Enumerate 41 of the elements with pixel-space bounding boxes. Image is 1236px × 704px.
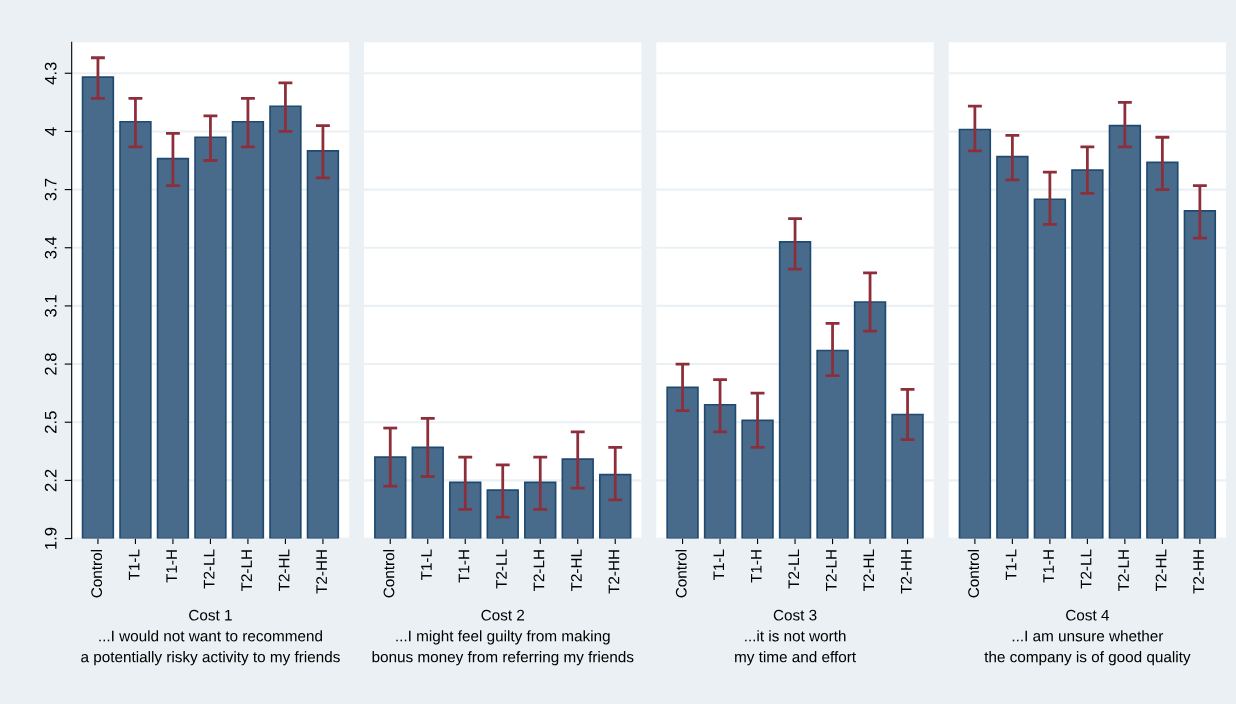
x-axis-title: Cost 1 ...I would not want to recommend a potentially risky activity to my friends xyxy=(81,609,340,666)
x-tick-label: T1-L xyxy=(128,549,140,581)
x-tick-label: T2-HH xyxy=(900,550,912,594)
x-tick-label: T2-HH xyxy=(608,550,620,594)
x-axis-title: Cost 3 ...it is not worth my time and effort xyxy=(735,609,856,666)
x-tick-label: Control xyxy=(675,550,687,598)
x-axis-title: Cost 4 ...I am unsure whether the company is of good quality xyxy=(984,609,1191,666)
y-tick-label: 2.8 xyxy=(44,353,57,375)
x-tick-label: T2-HL xyxy=(571,549,582,592)
y-tick-label: 4.3 xyxy=(44,62,57,85)
x-axis-title: Cost 2 ...I might feel guilty from making bonus money from referring my friends xyxy=(372,609,634,666)
x-tick-label: T2-LH xyxy=(1118,550,1129,592)
x-tick-label: T2-LL xyxy=(1080,549,1092,589)
x-tick-label: Control xyxy=(90,550,103,598)
y-tick-label: 1.9 xyxy=(44,527,57,549)
x-tick-label: T2-HL xyxy=(1155,549,1167,592)
x-tick-label: T1-H xyxy=(166,550,177,583)
y-tick-label: 4 xyxy=(44,127,57,136)
y-tick-label: 3.7 xyxy=(44,178,57,201)
y-tick-label: 3.4 xyxy=(44,236,57,259)
y-tick-label: 2.2 xyxy=(44,469,57,492)
x-tick-label: T1-L xyxy=(1005,549,1017,581)
x-tick-label: T2-LL xyxy=(496,549,507,589)
x-tick-label: T1-L xyxy=(713,549,725,581)
x-tick-label: T2-HL xyxy=(278,549,290,592)
x-tick-label: T2-LH xyxy=(825,550,837,592)
y-tick-label: 2.5 xyxy=(44,411,57,433)
x-tick-label: T2-HH xyxy=(316,550,327,594)
x-tick-label: T2-LH xyxy=(533,550,545,592)
x-tick-label: Control xyxy=(383,550,395,598)
x-tick-label: T2-LL xyxy=(788,549,800,589)
x-tick-label: T2-HL xyxy=(863,549,874,592)
x-tick-label: T2-LL xyxy=(203,549,215,589)
x-tick-label: T1-H xyxy=(458,550,470,583)
x-tick-label: T1-H xyxy=(751,550,762,583)
x-tick-label: T1-L xyxy=(421,549,432,581)
y-tick-label: 3.1 xyxy=(44,295,57,317)
x-tick-label: T2-HH xyxy=(1193,550,1204,594)
x-tick-label: T2-LH xyxy=(241,550,252,592)
x-tick-label: T1-H xyxy=(1043,550,1054,583)
x-tick-label: Control xyxy=(967,550,979,598)
